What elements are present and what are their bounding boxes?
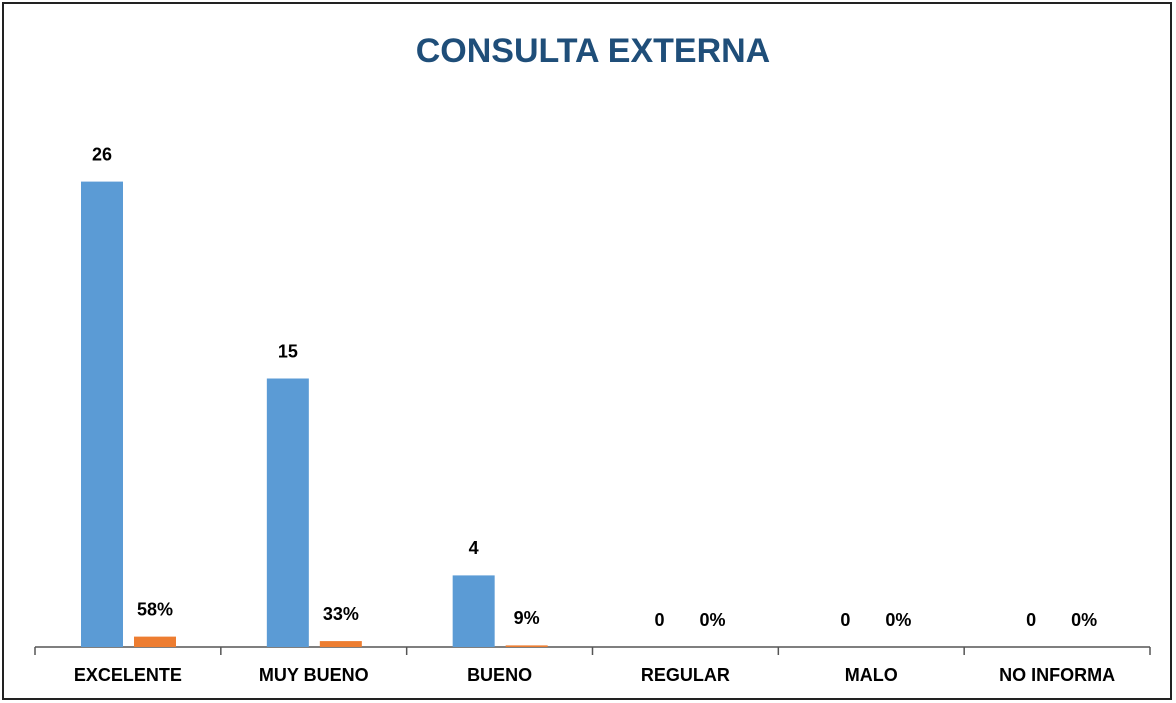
bar xyxy=(505,645,548,647)
data-label: 33% xyxy=(323,604,359,624)
data-label: 58% xyxy=(137,599,173,619)
x-tick-label: MUY BUENO xyxy=(259,665,369,685)
bar xyxy=(266,378,309,647)
bar xyxy=(134,636,176,647)
data-label: 26 xyxy=(92,144,112,164)
data-label: 0 xyxy=(840,610,850,630)
chart-title: CONSULTA EXTERNA xyxy=(416,32,770,70)
x-tick-label: NO INFORMA xyxy=(999,665,1115,685)
data-label: 0% xyxy=(885,610,911,630)
x-tick-label: REGULAR xyxy=(641,665,730,685)
bar xyxy=(81,181,123,647)
bar xyxy=(319,641,362,647)
data-label: 9% xyxy=(514,608,540,628)
x-tick-label: BUENO xyxy=(467,665,532,685)
data-label: 0 xyxy=(654,610,664,630)
x-tick-label: MALO xyxy=(845,665,898,685)
data-label: 15 xyxy=(278,341,298,361)
data-label: 0 xyxy=(1026,610,1036,630)
x-tick-label: EXCELENTE xyxy=(74,665,182,685)
bar xyxy=(452,575,495,647)
data-label: 4 xyxy=(469,538,479,558)
data-label: 0% xyxy=(699,610,725,630)
data-label: 0% xyxy=(1071,610,1097,630)
